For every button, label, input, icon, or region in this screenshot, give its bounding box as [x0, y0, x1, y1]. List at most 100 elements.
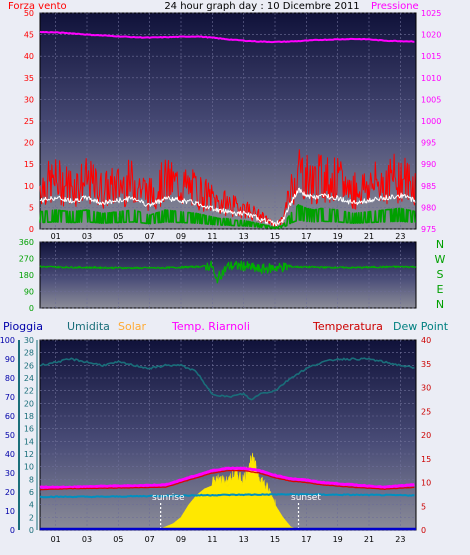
pressure-tick-label: 985 [421, 182, 436, 191]
wind-avg-line [39, 187, 416, 227]
time-tick-label: 05 [113, 232, 123, 241]
time-tick-label: 19 [333, 232, 343, 241]
temp-riarnoli-label: Temp. Riarnoli [171, 320, 250, 333]
axis-labels: 0510152025303540455097598098599099510001… [0, 9, 446, 544]
wind-tick-label: 30 [24, 95, 34, 104]
wind-direction-line [39, 260, 417, 284]
solar-tick-label: 0 [29, 526, 34, 535]
time-tick-label: 13 [239, 535, 249, 544]
solar-tick-label: 28 [24, 349, 34, 358]
wind-tick-label: 5 [29, 203, 34, 212]
time-tick-label: 09 [176, 535, 186, 544]
time-tick-label: 15 [270, 232, 280, 241]
pressure-label: Pressione [371, 1, 419, 12]
solar-tick-label: 30 [24, 336, 34, 345]
pressure-tick-label: 1015 [421, 52, 441, 61]
pressure-tick-label: 990 [421, 160, 436, 169]
rain-label: Pioggia [3, 320, 43, 333]
wind-tick-label: 40 [24, 52, 34, 61]
rain-tick-label: 20 [5, 488, 15, 497]
time-tick-label: 23 [395, 232, 405, 241]
temp-tick-label: 40 [421, 336, 431, 345]
time-tick-label: 21 [364, 232, 374, 241]
time-tick-label: 11 [207, 232, 217, 241]
time-tick-label: 17 [301, 232, 311, 241]
solar-tick-label: 24 [24, 374, 34, 383]
time-tick-label: 01 [51, 535, 61, 544]
rain-tick-label: 90 [5, 355, 15, 364]
pressure-tick-label: 995 [421, 139, 436, 148]
wind-speed-label: Forza vento [8, 1, 67, 12]
rain-tick-label: 100 [0, 336, 15, 345]
time-tick-label: 03 [82, 232, 92, 241]
rain-tick-label: 70 [5, 393, 15, 402]
temp-tick-label: 15 [421, 455, 431, 464]
humidity-line [39, 357, 415, 401]
wind-tick-label: 15 [24, 160, 34, 169]
time-tick-label: 09 [176, 232, 186, 241]
rain-tick-label: 0 [10, 526, 15, 535]
pressure-tick-label: 980 [421, 203, 436, 212]
time-tick-label: 19 [333, 535, 343, 544]
wind-tick-label: 10 [24, 182, 34, 191]
direction-tick-label: 0 [29, 304, 34, 313]
temp-tick-label: 20 [421, 431, 431, 440]
pressure-tick-label: 1005 [421, 95, 441, 104]
time-tick-label: 21 [364, 535, 374, 544]
compass-letter: N [436, 238, 444, 251]
solar-tick-label: 2 [29, 513, 34, 522]
series-layer [39, 30, 417, 531]
pressure-tick-label: 1025 [421, 9, 441, 18]
time-tick-label: 13 [239, 232, 249, 241]
wind-tick-label: 20 [24, 139, 34, 148]
direction-tick-label: 360 [19, 238, 34, 247]
pressure-tick-label: 1000 [421, 117, 441, 126]
solar-tick-label: 22 [24, 387, 34, 396]
time-tick-label: 07 [145, 535, 155, 544]
temperature-label: Temperatura [312, 320, 383, 333]
temp-tick-label: 5 [421, 502, 426, 511]
wind-tick-label: 50 [24, 9, 34, 18]
wind-tick-label: 0 [29, 225, 34, 234]
pressure-tick-label: 975 [421, 225, 436, 234]
temperature-line [39, 469, 415, 491]
wind-tick-label: 25 [24, 117, 34, 126]
solar-tick-label: 6 [29, 488, 34, 497]
direction-tick-label: 90 [24, 288, 34, 297]
direction-tick-label: 180 [19, 271, 34, 280]
sunrise-label: sunrise [152, 493, 185, 503]
compass-letter: E [437, 283, 444, 296]
rain-tick-label: 50 [5, 431, 15, 440]
temp-tick-label: 35 [421, 360, 431, 369]
solar-tick-label: 20 [24, 399, 34, 408]
solar-tick-label: 26 [24, 361, 34, 370]
pressure-tick-label: 1010 [421, 74, 441, 83]
temp-riarnoli-line [39, 466, 415, 490]
solar-tick-label: 4 [29, 501, 34, 510]
chart-title: 24 hour graph day : 10 Dicembre 2011 [164, 1, 359, 12]
wind-low-line [39, 204, 416, 230]
compass-letter: S [437, 268, 444, 281]
sunset-label: sunset [291, 493, 321, 503]
rain-tick-label: 60 [5, 412, 15, 421]
solar-tick-label: 8 [29, 475, 34, 484]
solar-area [157, 452, 299, 531]
solar-tick-label: 10 [24, 463, 34, 472]
rain-tick-label: 40 [5, 450, 15, 459]
wind-tick-label: 35 [24, 74, 34, 83]
compass-letter: W [435, 253, 446, 266]
rain-tick-label: 10 [5, 507, 15, 516]
temp-tick-label: 10 [421, 479, 431, 488]
time-tick-label: 17 [301, 535, 311, 544]
time-tick-label: 07 [145, 232, 155, 241]
temp-tick-label: 0 [421, 526, 426, 535]
solar-tick-label: 18 [24, 412, 34, 421]
rain-tick-label: 80 [5, 374, 15, 383]
dew-point-line [39, 492, 415, 499]
compass-letter: N [436, 298, 444, 311]
humidity-label: Umidita [67, 320, 110, 333]
solar-tick-label: 16 [24, 425, 34, 434]
time-tick-label: 05 [113, 535, 123, 544]
time-tick-label: 23 [395, 535, 405, 544]
